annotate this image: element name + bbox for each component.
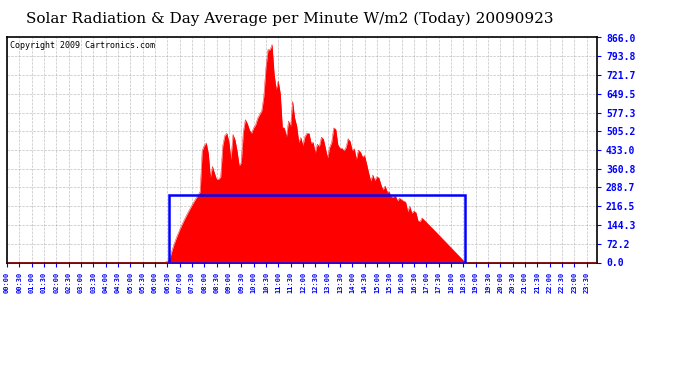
Text: Solar Radiation & Day Average per Minute W/m2 (Today) 20090923: Solar Radiation & Day Average per Minute… — [26, 11, 553, 26]
Bar — [169, 195, 465, 262]
Text: Copyright 2009 Cartronics.com: Copyright 2009 Cartronics.com — [10, 41, 155, 50]
